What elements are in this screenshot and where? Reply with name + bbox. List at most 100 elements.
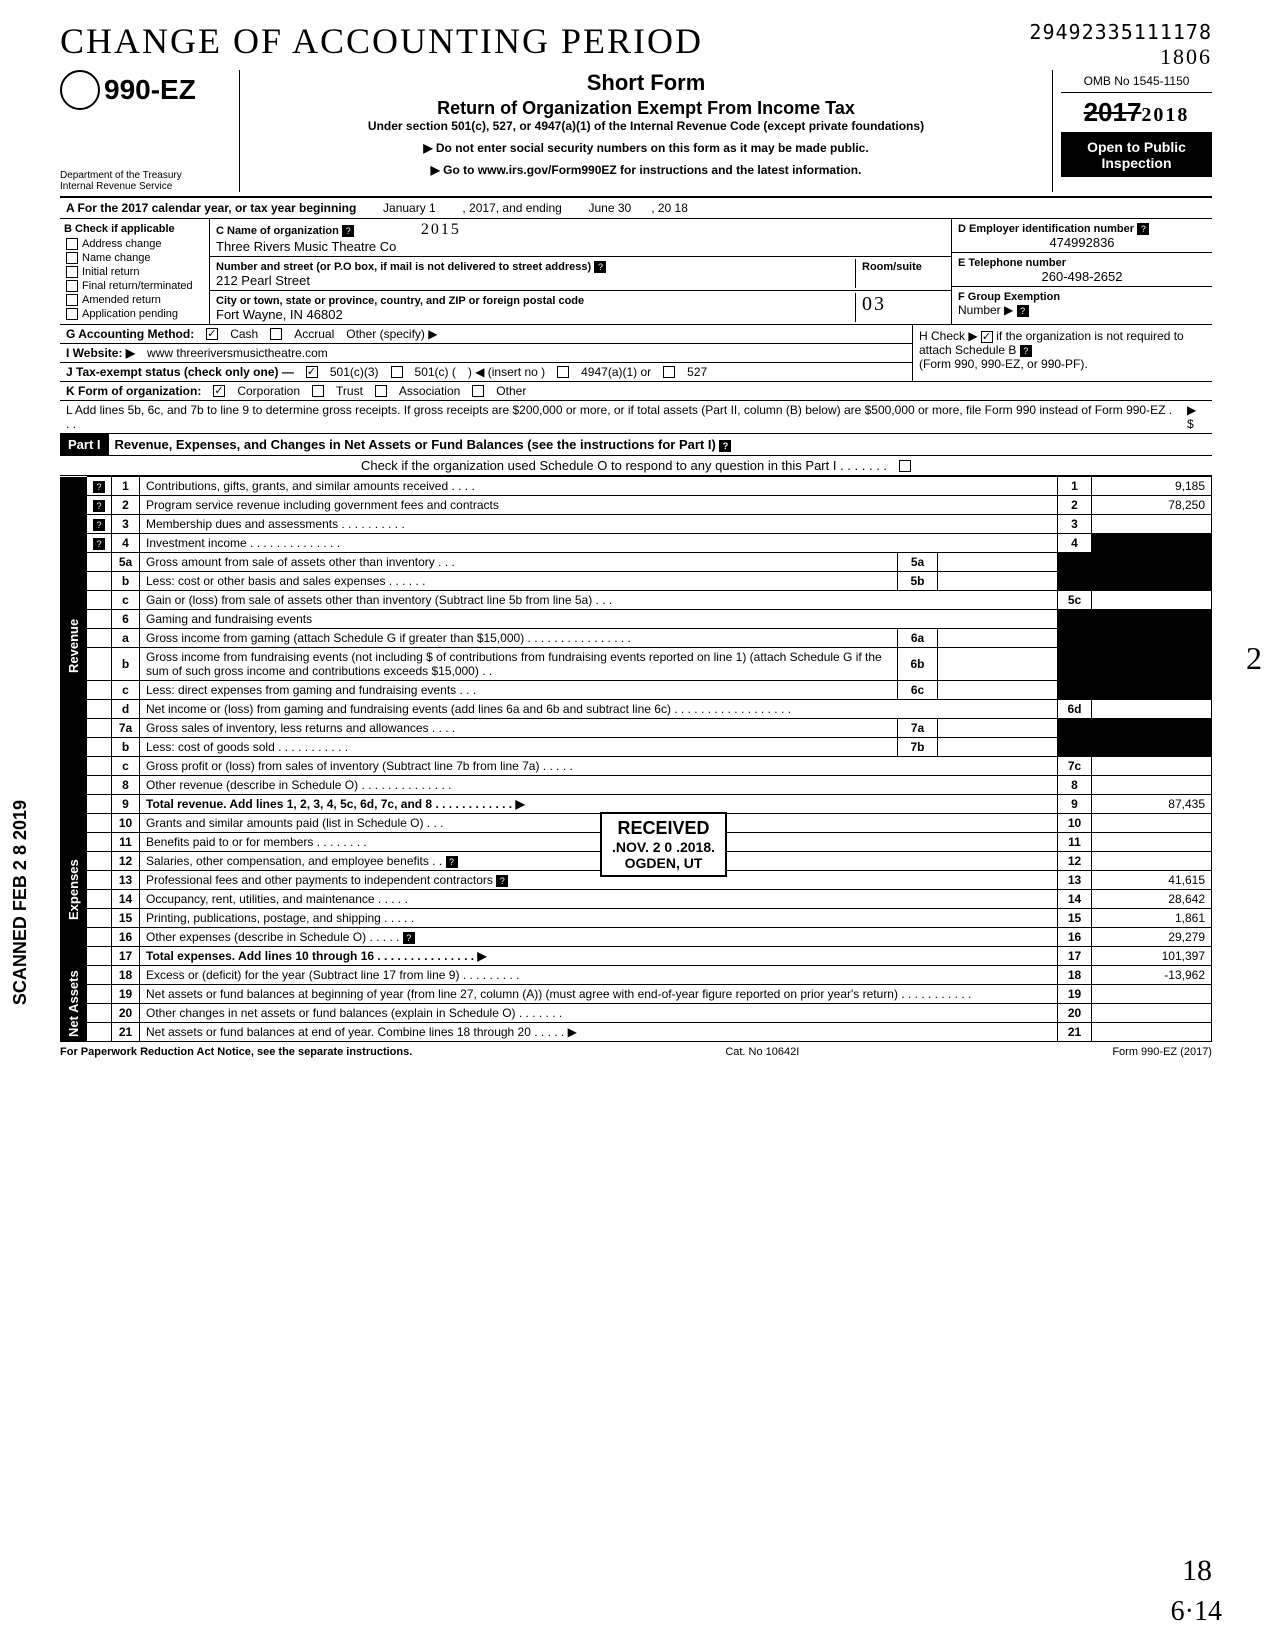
document-number: 29492335111178 — [1029, 20, 1212, 44]
check-amended-return[interactable] — [66, 294, 78, 306]
form-subtitle: Under section 501(c), 527, or 4947(a)(1)… — [252, 119, 1040, 133]
check-501c3[interactable] — [306, 366, 318, 378]
margin-note-18: 18 — [1182, 1554, 1212, 1588]
doc-number-hand: 1806 — [1029, 44, 1212, 70]
handwritten-title: CHANGE OF ACCOUNTING PERIOD — [60, 20, 703, 62]
line-6c: cLess: direct expenses from gaming and f… — [60, 681, 1212, 700]
line-16: 16Other expenses (describe in Schedule O… — [60, 928, 1212, 947]
check-association[interactable] — [375, 385, 387, 397]
help-icon[interactable]: ? — [1017, 305, 1029, 317]
group-exemption-cell: F Group Exemption Number ▶ ? — [952, 287, 1212, 319]
paperwork-notice: For Paperwork Reduction Act Notice, see … — [60, 1046, 412, 1058]
ssn-warning: ▶ Do not enter social security numbers o… — [252, 141, 1040, 155]
line-5b: bLess: cost or other basis and sales exp… — [60, 572, 1212, 591]
form-ref: Form 990-EZ (2017) — [1112, 1046, 1212, 1058]
line-8: 8Other revenue (describe in Schedule O) … — [60, 776, 1212, 795]
line-4: ?4Investment income . . . . . . . . . . … — [60, 534, 1212, 553]
check-501c[interactable] — [391, 366, 403, 378]
help-icon[interactable]: ? — [1020, 345, 1032, 357]
help-icon[interactable]: ? — [446, 856, 458, 868]
margin-note-2: 2 — [1246, 640, 1262, 677]
line-14: 14Occupancy, rent, utilities, and mainte… — [60, 890, 1212, 909]
check-schedule-b[interactable] — [981, 331, 993, 343]
line-7b: bLess: cost of goods sold . . . . . . . … — [60, 738, 1212, 757]
check-corporation[interactable] — [213, 385, 225, 397]
line-5a: 5aGross amount from sale of assets other… — [60, 553, 1212, 572]
help-icon[interactable]: ? — [403, 932, 415, 944]
city-cell: City or town, state or province, country… — [210, 291, 951, 324]
help-icon[interactable]: ? — [93, 538, 105, 550]
cat-number: Cat. No 10642I — [725, 1046, 799, 1058]
website-value: www threeriversmusictheatre.com — [147, 346, 328, 360]
address-cell: Number and street (or P.O box, if mail i… — [210, 257, 951, 291]
help-icon[interactable]: ? — [342, 225, 354, 237]
line-21: 21Net assets or fund balances at end of … — [60, 1023, 1212, 1042]
scanned-stamp: SCANNED FEB 2 8 2019 — [10, 800, 31, 1005]
help-icon[interactable]: ? — [93, 481, 105, 493]
check-accrual[interactable] — [270, 328, 282, 340]
row-h-schedule-b: H Check ▶ if the organization is not req… — [912, 325, 1212, 382]
section-b-checkboxes: B Check if applicable Address change Nam… — [60, 219, 210, 324]
line-5c: cGain or (loss) from sale of assets othe… — [60, 591, 1212, 610]
part-1-header: Part I Revenue, Expenses, and Changes in… — [60, 434, 1212, 456]
ein-cell: D Employer identification number ? 47499… — [952, 219, 1212, 253]
street-address: 212 Pearl Street — [216, 273, 310, 288]
line-1: Revenue ? 1Contributions, gifts, grants,… — [60, 477, 1212, 496]
part-1-check: Check if the organization used Schedule … — [60, 456, 1212, 476]
help-icon[interactable]: ? — [93, 519, 105, 531]
line-18: Net Assets 18Excess or (deficit) for the… — [60, 966, 1212, 985]
line-19: 19Net assets or fund balances at beginni… — [60, 985, 1212, 1004]
margin-note-614: 6·14 — [1171, 1596, 1222, 1628]
check-schedule-o[interactable] — [899, 460, 911, 472]
row-i-website: I Website: ▶ www threeriversmusictheatre… — [60, 344, 912, 363]
row-j-tax-exempt: J Tax-exempt status (check only one) — 5… — [60, 363, 912, 382]
help-icon[interactable]: ? — [594, 261, 606, 273]
form-title: Return of Organization Exempt From Incom… — [252, 98, 1040, 119]
help-icon[interactable]: ? — [496, 875, 508, 887]
open-public-badge: Open to Public Inspection — [1061, 133, 1212, 177]
line-6: 6Gaming and fundraising events — [60, 610, 1212, 629]
line-7a: 7aGross sales of inventory, less returns… — [60, 719, 1212, 738]
form-number: 990-EZ — [60, 70, 231, 110]
check-initial-return[interactable] — [66, 266, 78, 278]
line-15: 15Printing, publications, postage, and s… — [60, 909, 1212, 928]
url-instruction: ▶ Go to www.irs.gov/Form990EZ for instru… — [252, 163, 1040, 177]
line-6d: dNet income or (loss) from gaming and fu… — [60, 700, 1212, 719]
received-stamp: RECEIVED .NOV. 2 0 .2018. OGDEN, UT — [600, 812, 727, 877]
tax-year: 20172018 — [1061, 93, 1212, 133]
row-l-gross-receipts: L Add lines 5b, 6c, and 7b to line 9 to … — [60, 401, 1212, 434]
check-name-change[interactable] — [66, 252, 78, 264]
row-g-accounting: G Accounting Method: Cash Accrual Other … — [60, 325, 912, 344]
short-form-title: Short Form — [252, 70, 1040, 96]
telephone-cell: E Telephone number 260-498-2652 — [952, 253, 1212, 287]
help-icon[interactable]: ? — [93, 500, 105, 512]
irs-seal-icon — [60, 70, 100, 110]
footer: For Paperwork Reduction Act Notice, see … — [60, 1042, 1212, 1058]
dept-irs: Internal Revenue Service — [60, 181, 231, 192]
line-a-tax-year: A For the 2017 calendar year, or tax yea… — [60, 198, 1212, 219]
check-other-org[interactable] — [472, 385, 484, 397]
check-final-return[interactable] — [66, 280, 78, 292]
telephone: 260-498-2652 — [958, 269, 1206, 284]
line-17: 17Total expenses. Add lines 10 through 1… — [60, 947, 1212, 966]
line-7c: cGross profit or (loss) from sales of in… — [60, 757, 1212, 776]
org-name: Three Rivers Music Theatre Co — [216, 239, 396, 254]
lines-table: Revenue ? 1Contributions, gifts, grants,… — [60, 476, 1212, 1042]
check-cash[interactable] — [206, 328, 218, 340]
check-527[interactable] — [663, 366, 675, 378]
check-address-change[interactable] — [66, 238, 78, 250]
check-trust[interactable] — [312, 385, 324, 397]
row-k-form-org: K Form of organization: Corporation Trus… — [60, 382, 1212, 401]
room-suite-hand: 03 — [862, 293, 886, 315]
check-application-pending[interactable] — [66, 308, 78, 320]
help-icon[interactable]: ? — [1137, 223, 1149, 235]
omb-number: OMB No 1545-1150 — [1061, 70, 1212, 93]
check-4947[interactable] — [557, 366, 569, 378]
line-10: Expenses 10 Grants and similar amounts p… — [60, 814, 1212, 833]
line-20: 20Other changes in net assets or fund ba… — [60, 1004, 1212, 1023]
line-6a: aGross income from gaming (attach Schedu… — [60, 629, 1212, 648]
city-state-zip: Fort Wayne, IN 46802 — [216, 307, 343, 322]
org-name-cell: C Name of organization ? 2015 Three Rive… — [210, 219, 951, 257]
help-icon[interactable]: ? — [719, 440, 731, 452]
line-3: ?3Membership dues and assessments . . . … — [60, 515, 1212, 534]
